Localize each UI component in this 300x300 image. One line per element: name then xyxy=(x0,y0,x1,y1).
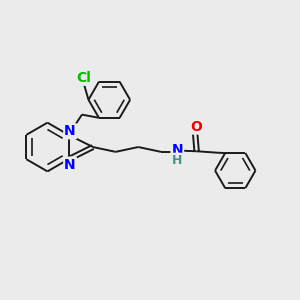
Text: Cl: Cl xyxy=(76,71,91,85)
Text: N: N xyxy=(172,143,183,158)
Text: O: O xyxy=(190,120,202,134)
Text: H: H xyxy=(172,154,182,167)
Text: N: N xyxy=(64,124,76,138)
Text: N: N xyxy=(64,158,76,172)
